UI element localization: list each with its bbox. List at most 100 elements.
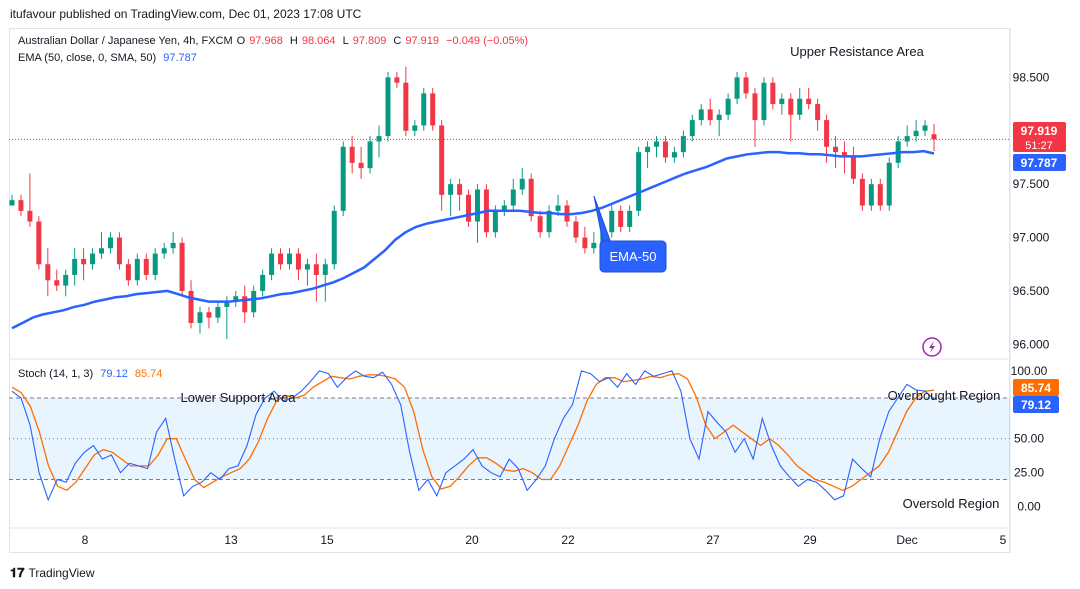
- candle[interactable]: [877, 178, 883, 211]
- candle[interactable]: [761, 77, 767, 126]
- candle[interactable]: [313, 253, 319, 302]
- candle[interactable]: [770, 77, 776, 110]
- candle[interactable]: [304, 258, 310, 286]
- candle[interactable]: [797, 88, 803, 121]
- candle[interactable]: [752, 88, 758, 147]
- candle[interactable]: [439, 120, 445, 211]
- candle[interactable]: [242, 285, 248, 323]
- candle[interactable]: [170, 232, 176, 254]
- candle[interactable]: [63, 269, 69, 297]
- candle[interactable]: [501, 200, 507, 217]
- candle[interactable]: [36, 216, 42, 270]
- candle[interactable]: [179, 237, 185, 297]
- candle[interactable]: [224, 296, 230, 339]
- candle[interactable]: [510, 178, 516, 211]
- candle[interactable]: [18, 194, 24, 217]
- candle[interactable]: [295, 248, 301, 281]
- candle[interactable]: [251, 285, 257, 318]
- candle[interactable]: [134, 253, 140, 286]
- candle[interactable]: [716, 109, 722, 137]
- candle[interactable]: [358, 146, 364, 179]
- candle[interactable]: [54, 269, 60, 291]
- candle[interactable]: [421, 88, 427, 131]
- candle[interactable]: [403, 66, 409, 137]
- candle[interactable]: [680, 130, 686, 158]
- candle[interactable]: [125, 258, 131, 286]
- candle[interactable]: [922, 120, 928, 137]
- candle[interactable]: [448, 178, 454, 217]
- candle[interactable]: [394, 72, 400, 89]
- candle[interactable]: [913, 120, 919, 142]
- candle[interactable]: [671, 146, 677, 163]
- candle[interactable]: [457, 178, 463, 211]
- candle[interactable]: [582, 226, 588, 254]
- ema-callout-box[interactable]: [599, 240, 667, 273]
- candle[interactable]: [260, 269, 266, 297]
- candle[interactable]: [385, 72, 391, 142]
- candle[interactable]: [152, 248, 158, 281]
- candle[interactable]: [331, 205, 337, 270]
- symbol-legend[interactable]: Australian Dollar / Japanese Yen, 4h, FX…: [18, 35, 532, 47]
- candle[interactable]: [725, 93, 731, 121]
- candle[interactable]: [591, 232, 597, 254]
- candle[interactable]: [367, 136, 373, 174]
- candle[interactable]: [904, 125, 910, 147]
- candle[interactable]: [143, 253, 149, 281]
- candle[interactable]: [859, 173, 865, 211]
- candle[interactable]: [546, 205, 552, 238]
- candle[interactable]: [519, 168, 525, 195]
- candle[interactable]: [116, 232, 122, 270]
- candle[interactable]: [815, 98, 821, 131]
- candle[interactable]: [806, 88, 812, 110]
- candle[interactable]: [107, 232, 113, 254]
- candle[interactable]: [537, 210, 543, 238]
- stoch-legend[interactable]: Stoch (14, 1, 3) 79.12 85.74: [18, 368, 166, 380]
- candle[interactable]: [206, 306, 212, 329]
- candle[interactable]: [322, 258, 328, 302]
- candle[interactable]: [161, 242, 167, 259]
- candle[interactable]: [376, 125, 382, 158]
- candle[interactable]: [689, 114, 695, 142]
- candle[interactable]: [188, 280, 194, 329]
- candle[interactable]: [743, 72, 749, 99]
- candle[interactable]: [833, 136, 839, 169]
- candle[interactable]: [645, 141, 651, 169]
- candle[interactable]: [662, 136, 668, 163]
- candle[interactable]: [215, 301, 221, 323]
- candle[interactable]: [707, 98, 713, 126]
- candle[interactable]: [654, 136, 660, 158]
- candle[interactable]: [788, 93, 794, 142]
- candle[interactable]: [931, 123, 937, 152]
- candle[interactable]: [850, 146, 856, 185]
- candle[interactable]: [868, 178, 874, 211]
- candle[interactable]: [278, 248, 284, 270]
- candle[interactable]: [734, 72, 740, 105]
- candle[interactable]: [698, 104, 704, 126]
- candle[interactable]: [618, 205, 624, 233]
- candle[interactable]: [609, 205, 615, 238]
- candle[interactable]: [430, 88, 436, 131]
- candle[interactable]: [233, 290, 239, 307]
- candle[interactable]: [528, 173, 534, 222]
- candle[interactable]: [779, 93, 785, 115]
- candle[interactable]: [412, 120, 418, 137]
- candle[interactable]: [636, 146, 642, 217]
- lightning-icon[interactable]: [922, 337, 942, 357]
- candle[interactable]: [45, 248, 51, 297]
- candle[interactable]: [90, 248, 96, 270]
- candle[interactable]: [573, 216, 579, 243]
- candle[interactable]: [9, 194, 15, 206]
- candle[interactable]: [886, 157, 892, 211]
- candle[interactable]: [27, 173, 33, 227]
- candle[interactable]: [349, 136, 355, 174]
- candle[interactable]: [286, 248, 292, 270]
- tradingview-footer[interactable]: 𝟏𝟕 TradingView: [10, 565, 95, 581]
- candle[interactable]: [627, 205, 633, 233]
- candle[interactable]: [72, 248, 78, 286]
- ema-legend[interactable]: EMA (50, close, 0, SMA, 50) 97.787: [18, 52, 201, 64]
- candle[interactable]: [340, 141, 346, 217]
- candle[interactable]: [81, 248, 87, 281]
- candle[interactable]: [269, 248, 275, 281]
- candle[interactable]: [466, 189, 472, 227]
